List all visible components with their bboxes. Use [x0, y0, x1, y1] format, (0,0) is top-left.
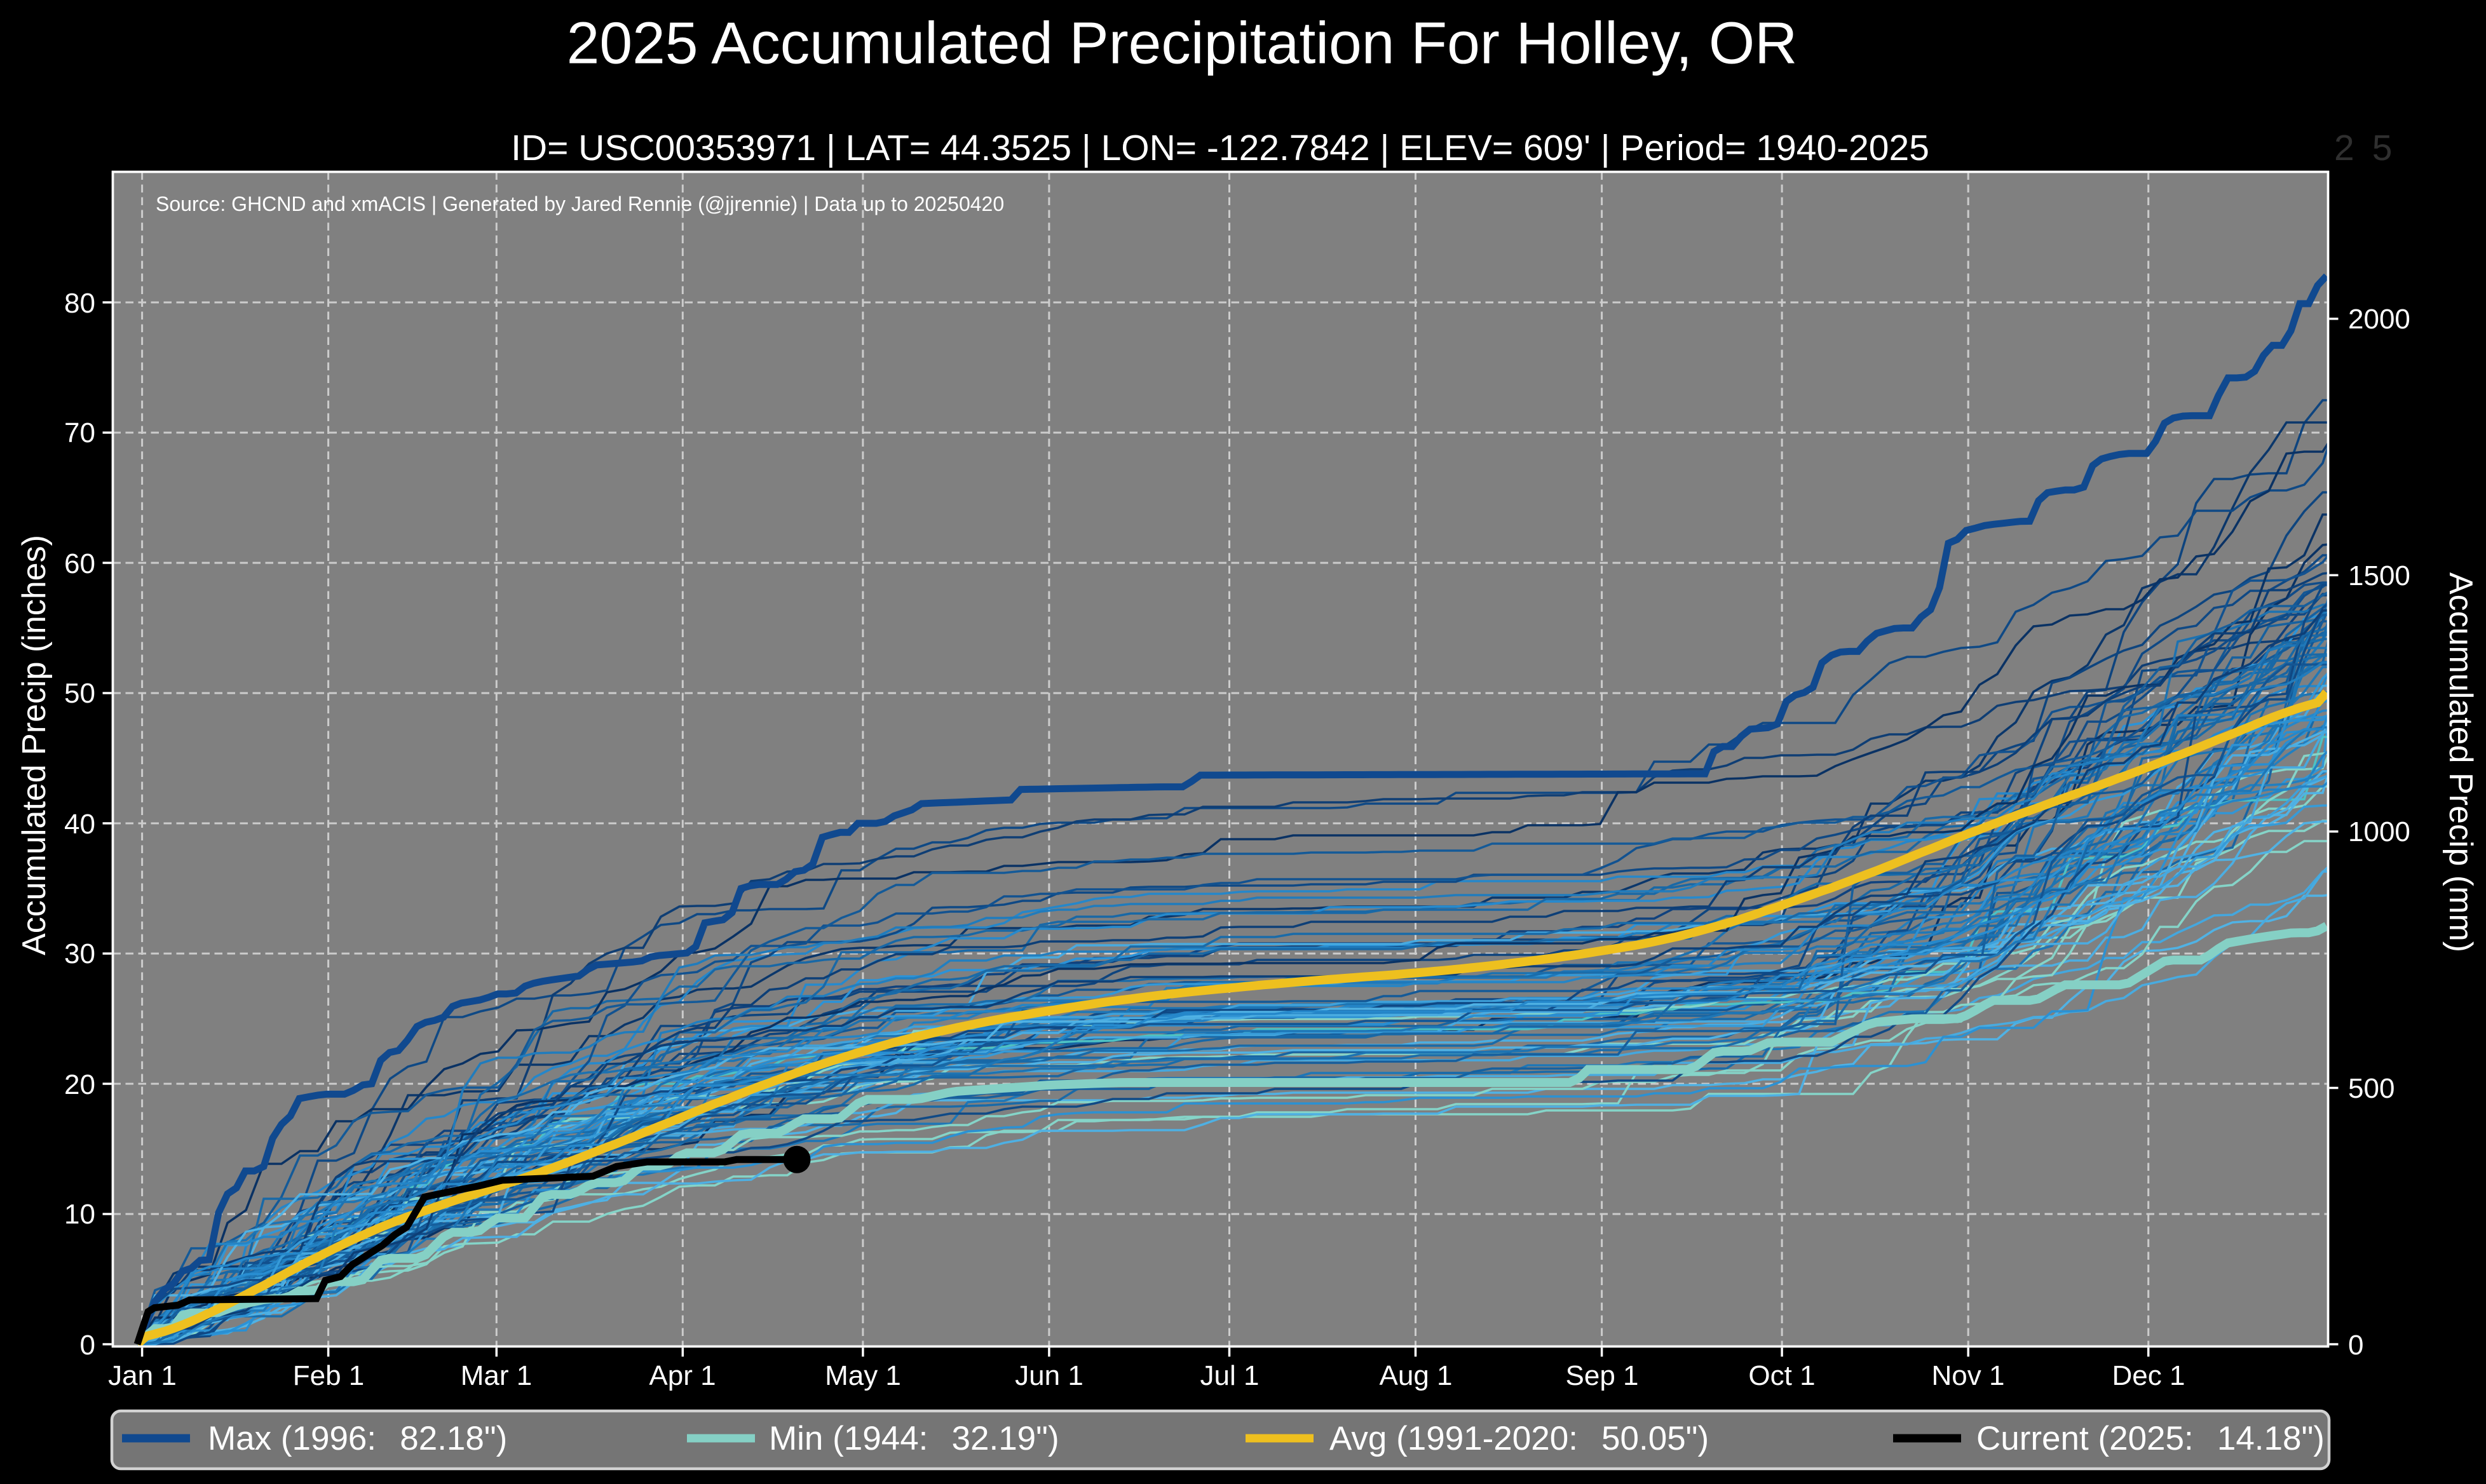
svg-text:70: 70 [64, 417, 95, 449]
svg-text:May 1: May 1 [825, 1360, 901, 1391]
svg-text:Oct 1: Oct 1 [1748, 1360, 1815, 1391]
svg-text:Accumulated Precip (inches): Accumulated Precip (inches) [16, 535, 53, 955]
svg-text:Nov 1: Nov 1 [1932, 1360, 2005, 1391]
svg-text:Accumulated Precip (mm): Accumulated Precip (mm) [2442, 572, 2479, 952]
svg-text:2025 Accumulated Precipitation: 2025 Accumulated Precipitation For Holle… [567, 10, 1798, 76]
svg-text:Aug 1: Aug 1 [1380, 1360, 1453, 1391]
svg-text:Min (1944: 32.19"): Min (1944: 32.19") [769, 1420, 1059, 1457]
svg-text:40: 40 [64, 809, 95, 840]
svg-text:Max (1996: 82.18"): Max (1996: 82.18") [208, 1420, 507, 1457]
svg-text:50: 50 [64, 678, 95, 709]
svg-text:25: 25 [2334, 128, 2410, 168]
svg-text:30: 30 [64, 938, 95, 969]
svg-text:80: 80 [64, 288, 95, 319]
svg-text:1000: 1000 [2348, 816, 2410, 847]
svg-text:60: 60 [64, 548, 95, 579]
svg-text:Jun 1: Jun 1 [1015, 1360, 1083, 1391]
svg-text:1500: 1500 [2348, 560, 2410, 591]
svg-text:ID= USC00353971 | LAT= 44.3525: ID= USC00353971 | LAT= 44.3525 | LON= -1… [511, 128, 1929, 168]
svg-text:Mar 1: Mar 1 [461, 1360, 532, 1391]
svg-text:Jan 1: Jan 1 [108, 1360, 177, 1391]
svg-text:Source: GHCND and xmACIS | Gen: Source: GHCND and xmACIS | Generated by … [156, 192, 1004, 215]
svg-text:Dec 1: Dec 1 [2112, 1360, 2185, 1391]
svg-text:10: 10 [64, 1199, 95, 1230]
svg-text:20: 20 [64, 1069, 95, 1100]
svg-text:0: 0 [2348, 1330, 2363, 1361]
svg-text:0: 0 [80, 1330, 95, 1361]
svg-text:Jul 1: Jul 1 [1200, 1360, 1260, 1391]
svg-text:Avg (1991-2020: 50.05"): Avg (1991-2020: 50.05") [1329, 1420, 1709, 1457]
svg-text:Apr 1: Apr 1 [649, 1360, 716, 1391]
svg-text:500: 500 [2348, 1073, 2394, 1104]
svg-text:Feb 1: Feb 1 [293, 1360, 365, 1391]
svg-text:Current (2025: 14.18"): Current (2025: 14.18") [1976, 1420, 2325, 1457]
svg-text:2000: 2000 [2348, 304, 2410, 335]
svg-text:Sep 1: Sep 1 [1566, 1360, 1639, 1391]
